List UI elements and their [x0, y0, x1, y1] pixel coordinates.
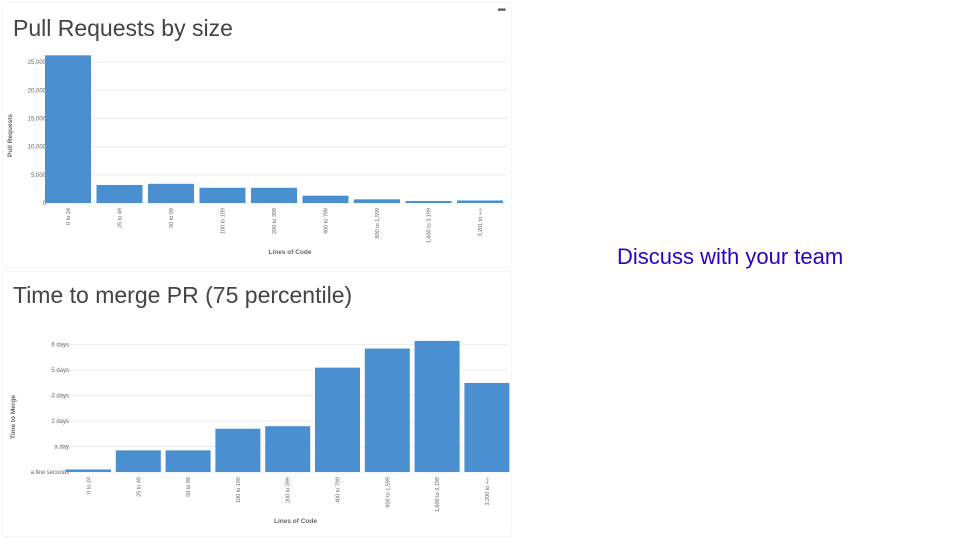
x-tick-label: 0 to 24	[87, 477, 93, 494]
bar	[45, 55, 91, 204]
bar	[199, 187, 246, 203]
y-tick-label: 5 days	[51, 368, 69, 374]
y-tick-label: 20,000	[28, 88, 47, 94]
bar	[364, 348, 410, 472]
y-tick-label: a day	[54, 445, 69, 451]
bar	[215, 428, 261, 472]
x-tick-label: 800 to 1,599	[375, 208, 381, 239]
bar	[148, 183, 194, 203]
x-tick-label: 200 to 399	[286, 477, 292, 503]
x-tick-label: 25 to 49	[136, 477, 142, 497]
y-tick-label: 15,000	[28, 116, 47, 122]
y-tick-label: 10,000	[28, 145, 47, 151]
y-tick-label: 3 days	[51, 394, 69, 400]
discuss-text: Discuss with your team	[617, 244, 844, 269]
bar	[414, 340, 460, 472]
bar	[66, 469, 111, 472]
x-tick-label: 100 to 199	[221, 208, 227, 234]
y-tick-label: 0	[43, 201, 47, 207]
chart-title: Pull Requests by size	[13, 15, 233, 41]
bar	[302, 195, 349, 203]
pr-size-chart: 0 5,000 10,000 15,000 20,000 25,000 0 to 24 25 …	[7, 55, 508, 256]
x-tick-label: 0 to 24	[66, 208, 72, 225]
x-tick-label: 100 to 199	[236, 477, 242, 503]
bar	[115, 450, 161, 472]
y-axis-label: Time to Merge	[10, 395, 17, 439]
x-tick-label: 3,200 to +∞	[485, 477, 491, 506]
y-tick-label: 2 days	[51, 419, 69, 425]
x-tick-label: 400 to 799	[324, 208, 330, 234]
bar	[405, 201, 452, 203]
more-options-icon[interactable]: •••	[497, 5, 505, 16]
y-tick-label: 5,000	[31, 173, 47, 179]
x-tick-label: 25 to 49	[118, 208, 124, 228]
chart-panel-time-to-merge: Time to merge PR (75 percentile) a few s…	[3, 272, 511, 536]
x-axis-label: Lines of Code	[274, 518, 317, 525]
bar	[464, 382, 510, 472]
bar	[265, 426, 311, 472]
x-tick-label: 1,600 to 3,199	[427, 208, 433, 243]
bar	[315, 367, 360, 472]
y-axis-label: Pull Requests	[7, 114, 14, 157]
y-tick-label: 25,000	[28, 60, 47, 66]
chart-title: Time to merge PR (75 percentile)	[13, 282, 353, 308]
bar	[354, 199, 400, 203]
chart-panel-pr-size: Pull Requests by size ••• 0 5,000 10,000 15…	[3, 3, 511, 267]
x-axis-label: Lines of Code	[269, 249, 312, 256]
y-tick-label: a few seconds	[31, 470, 69, 476]
bar	[96, 184, 143, 203]
x-tick-label: 800 to 1,599	[385, 477, 391, 508]
x-tick-label: 1,600 to 3,199	[435, 477, 441, 512]
bar	[251, 187, 297, 203]
x-tick-label: 200 to 399	[272, 208, 278, 234]
x-tick-label: 50 to 99	[186, 477, 192, 497]
time-to-merge-chart: a few seconds a day 2 days 3 days 5 days 6 da…	[10, 340, 510, 525]
x-tick-label: 50 to 99	[169, 208, 175, 228]
x-tick-label: 3,201 to +∞	[478, 208, 484, 237]
bar	[457, 200, 503, 203]
y-tick-label: 6 days	[51, 343, 69, 349]
bar	[165, 450, 211, 472]
x-tick-label: 400 to 799	[336, 477, 342, 503]
